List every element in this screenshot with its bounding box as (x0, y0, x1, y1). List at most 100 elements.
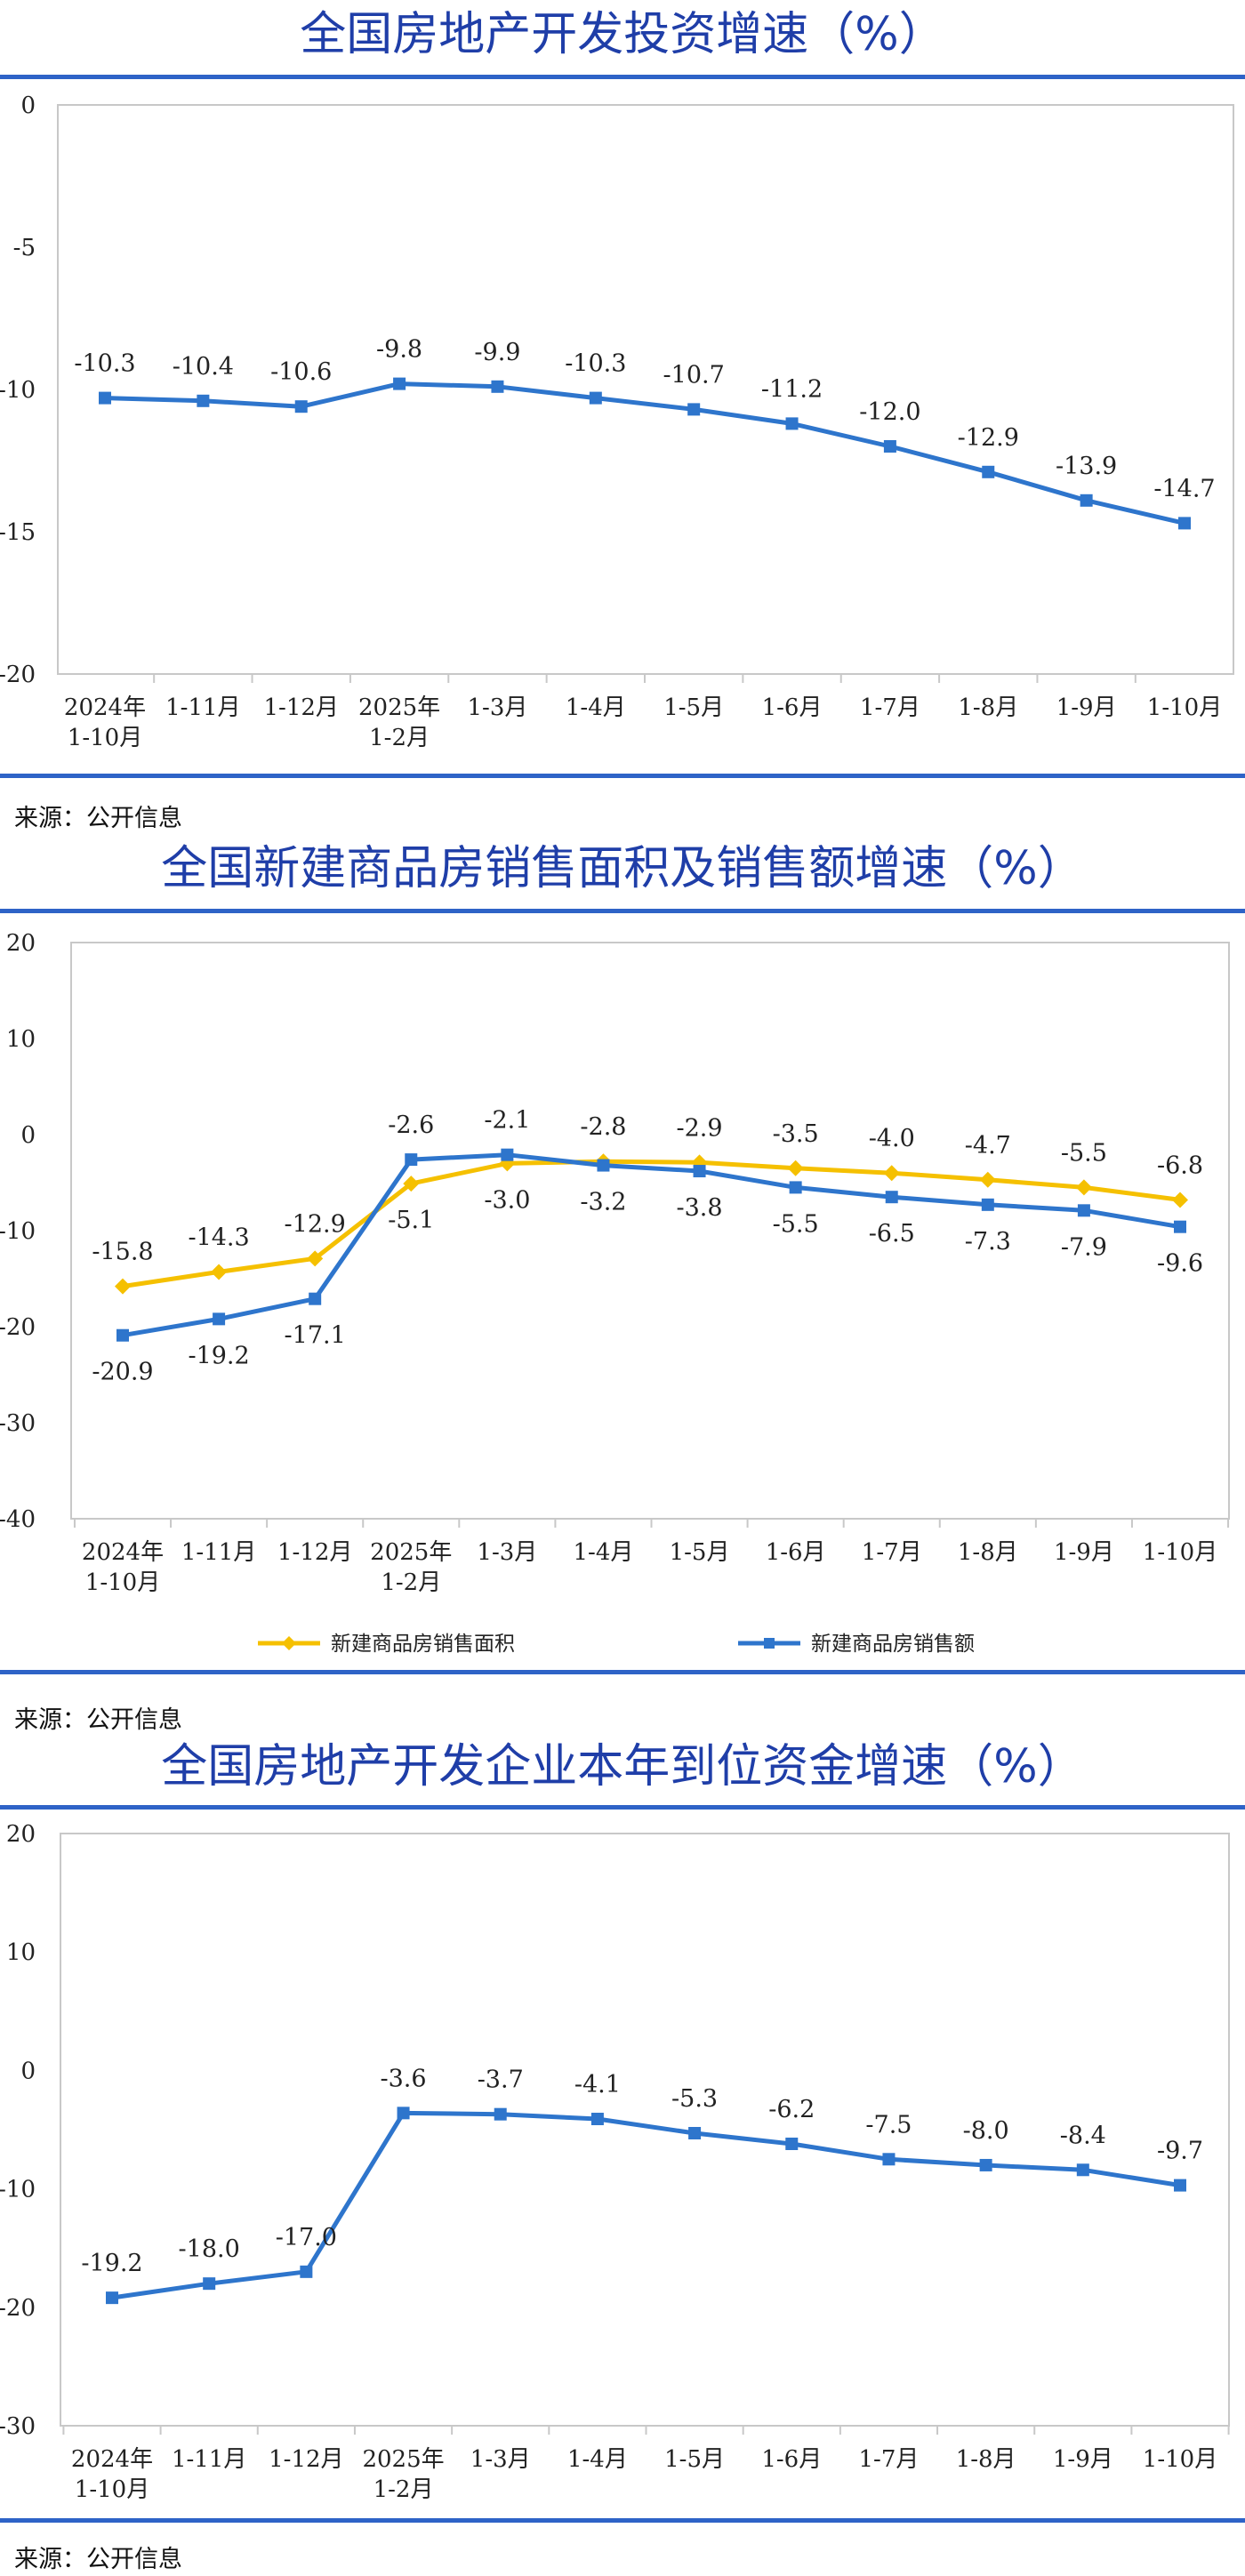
data-label: -3.6 (381, 2065, 427, 2092)
x-tick-label: 1-4月 (574, 1539, 634, 1566)
title-divider (0, 1805, 1245, 1810)
data-label: -9.8 (376, 336, 422, 364)
data-label: -5.5 (1061, 1139, 1107, 1167)
data-label: -3.8 (677, 1194, 723, 1222)
legend-marker (282, 1636, 296, 1650)
data-point (597, 1159, 610, 1172)
data-label: -6.2 (768, 2096, 815, 2123)
data-point (115, 1278, 131, 1295)
x-tick-label: 1-8月 (958, 694, 1018, 721)
data-point (785, 2137, 799, 2150)
data-label: -3.0 (484, 1186, 530, 1214)
line-chart-investment: 0 -5 -10 -15 -20 2024年 1-10月 1-11月 1-12月 2025年 1-2… (0, 92, 1234, 751)
x-tick-label: 1-12月 (277, 1539, 352, 1566)
x-tick-label: 1-6月 (762, 694, 823, 721)
data-point (883, 1165, 900, 1182)
data-point (405, 1153, 418, 1167)
data-point (397, 2107, 410, 2120)
data-label: -6.8 (1157, 1152, 1203, 1179)
chart-title: 全国房地产开发企业本年到位资金增速（%） (161, 1740, 1084, 1794)
series-line-0 (111, 2110, 1181, 2300)
x-tick-label: 1-6月 (766, 1539, 826, 1566)
data-point (883, 440, 896, 453)
data-point (99, 391, 111, 405)
data-label: -10.7 (663, 361, 725, 389)
data-label: -10.4 (173, 353, 234, 381)
data-point (687, 403, 701, 416)
data-point (213, 1312, 226, 1326)
y-tick-label: -10 (0, 2177, 36, 2203)
x-tick-label: 1-7月 (862, 1539, 922, 1566)
data-label: -2.1 (484, 1107, 530, 1135)
y-tick-label: -10 (0, 1218, 36, 1245)
data-point (491, 380, 504, 393)
series-line-0 (122, 1159, 1181, 1289)
data-label: -14.3 (188, 1224, 249, 1251)
x-tick-label: 1-10月 (1143, 1539, 1217, 1566)
data-point (1174, 1220, 1186, 1233)
x-tick-label: 1-12月 (264, 694, 339, 721)
data-point (590, 2113, 604, 2126)
data-point (1178, 517, 1191, 530)
data-label: -9.9 (474, 339, 520, 366)
y-tick-label: -30 (0, 1410, 36, 1437)
data-point (1080, 494, 1093, 507)
x-tick-label: 2024年 1-10月 (71, 2446, 153, 2503)
y-tick-label: -20 (0, 1314, 36, 1341)
data-label: -8.4 (1060, 2122, 1106, 2149)
y-tick-label: -15 (0, 519, 36, 546)
data-point (785, 417, 799, 430)
x-tick-label: 1-5月 (664, 2446, 725, 2473)
title-divider (0, 75, 1245, 79)
data-label: -8.0 (963, 2117, 1009, 2145)
data-point (691, 1154, 708, 1171)
x-tick-label: 1-6月 (761, 2446, 822, 2473)
x-tick-label: 1-8月 (956, 2446, 1016, 2473)
data-label: -2.8 (580, 1113, 626, 1141)
y-tick-label: 20 (6, 930, 36, 957)
data-label: -11.2 (761, 375, 823, 403)
x-tick-label: 1-10月 (1143, 2446, 1217, 2473)
data-point (979, 1171, 996, 1188)
plot-area (57, 104, 1234, 675)
source-note: 来源：公开信息 (14, 805, 182, 832)
data-point (116, 1328, 129, 1342)
data-label: -19.2 (188, 1342, 249, 1369)
x-tick-label: 1-7月 (859, 2446, 920, 2473)
data-label: -10.3 (565, 350, 626, 378)
x-tick-label: 1-10月 (1147, 694, 1222, 721)
x-tick-label: 1-4月 (566, 694, 626, 721)
data-point (294, 400, 308, 413)
data-point (688, 2126, 702, 2139)
source-note: 来源：公开信息 (14, 2546, 182, 2573)
x-tick-label: 1-8月 (958, 1539, 1018, 1566)
bottom-divider (0, 1670, 1245, 1674)
line-chart-funds: 20 10 0 -10 -20 -30 2024年 1-10月 1-11月 1-12月 2025年 1… (0, 1821, 1230, 2503)
data-label: -14.7 (1153, 475, 1215, 502)
data-point (787, 1160, 804, 1176)
data-point (300, 2265, 313, 2278)
data-point (203, 2277, 216, 2291)
data-point (979, 2158, 992, 2171)
data-point (885, 1191, 898, 1204)
legend-label: 新建商品房销售面积 (331, 1633, 515, 1656)
line-chart-sales: 20 10 0 -10 -20 -30 -40 2024年 1-10月 1-11月 1-12月 202… (0, 930, 1230, 1656)
data-point (309, 1292, 322, 1305)
data-label: -5.1 (388, 1207, 434, 1234)
data-label: -4.1 (574, 2071, 621, 2099)
data-label: -3.7 (478, 2066, 524, 2094)
y-tick-label: 10 (6, 1939, 36, 1966)
plot-area (70, 942, 1230, 1520)
data-label: -19.2 (81, 2250, 142, 2277)
data-label: -7.3 (965, 1228, 1011, 1256)
x-tick-label: 1-3月 (470, 2446, 531, 2473)
x-tick-label: 1-11月 (172, 2446, 246, 2473)
series-line-0 (104, 381, 1185, 526)
legend-label: 新建商品房销售额 (811, 1633, 975, 1656)
y-tick-label: -20 (0, 2295, 36, 2322)
x-tick-label: 2024年 1-10月 (64, 694, 146, 751)
data-label: -17.0 (276, 2224, 337, 2251)
y-tick-label: -40 (0, 1506, 36, 1533)
data-label: -15.8 (92, 1239, 153, 1266)
source-note: 来源：公开信息 (14, 1706, 182, 1734)
